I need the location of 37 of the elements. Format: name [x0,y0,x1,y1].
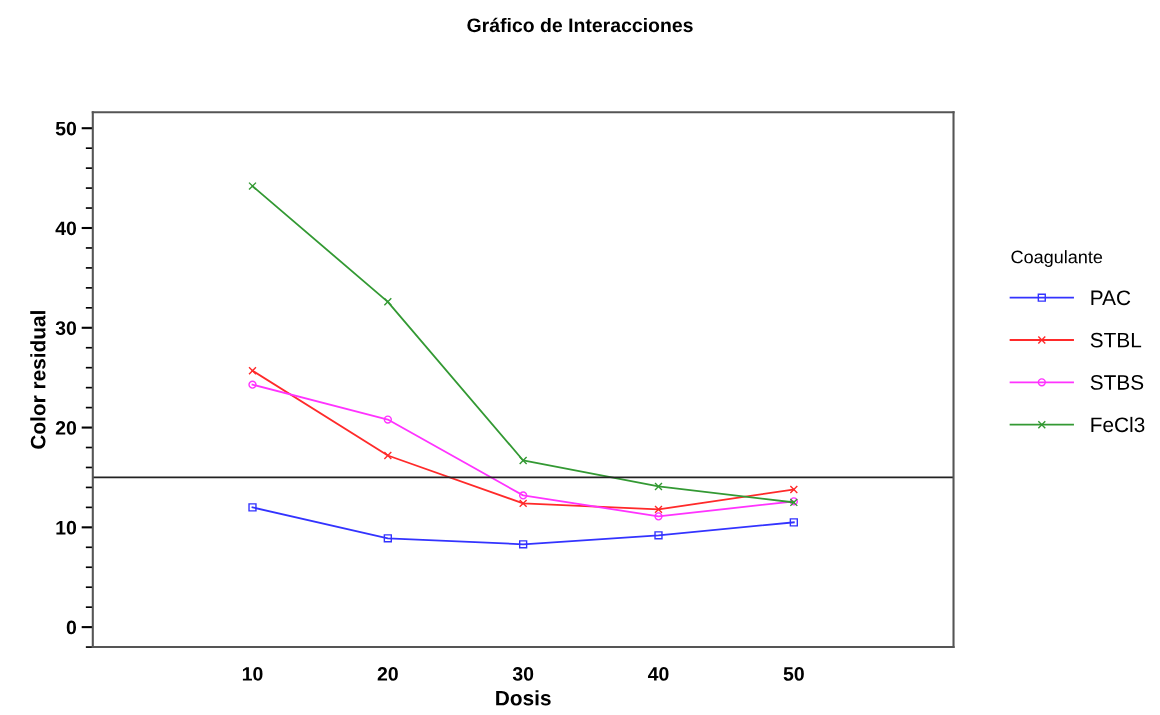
y-tick-label: 50 [55,121,77,136]
point [789,485,798,494]
legend-label: STBL [1090,332,1142,348]
y-tick-label: 10 [56,520,77,535]
point [248,366,257,375]
point [383,415,392,424]
y-tick-label: 40 [55,221,77,236]
point [518,540,528,549]
y-tick-label: 20 [55,421,77,435]
point [248,181,257,191]
point [518,499,528,508]
point [383,297,392,307]
x-axis-title: Dosis [496,690,551,706]
point [654,531,663,540]
point [518,491,528,500]
legend-label: STBS [1090,375,1144,390]
point [654,505,663,514]
point [383,534,392,543]
x-tick-label: 30 [512,667,534,681]
x-tick-label: 10 [242,667,263,681]
point [518,456,528,465]
point [248,380,257,389]
point [654,482,663,491]
point [654,512,663,521]
chart-title: Gráfico de Interacciones [467,17,693,33]
legend-label: PAC [1091,290,1131,306]
y-axis-title: Color residual [30,311,46,449]
legend-title: Coagulante [1011,250,1103,267]
point [383,451,392,460]
point [789,518,798,527]
x-tick-label: 20 [377,667,398,681]
y-tick-label: 0 [66,620,77,635]
x-tick-label: 50 [783,667,804,681]
y-tick-label: 30 [55,321,77,336]
point [248,503,257,512]
x-tick-label: 40 [647,667,669,681]
legend-label: FeCl3 [1091,416,1145,433]
